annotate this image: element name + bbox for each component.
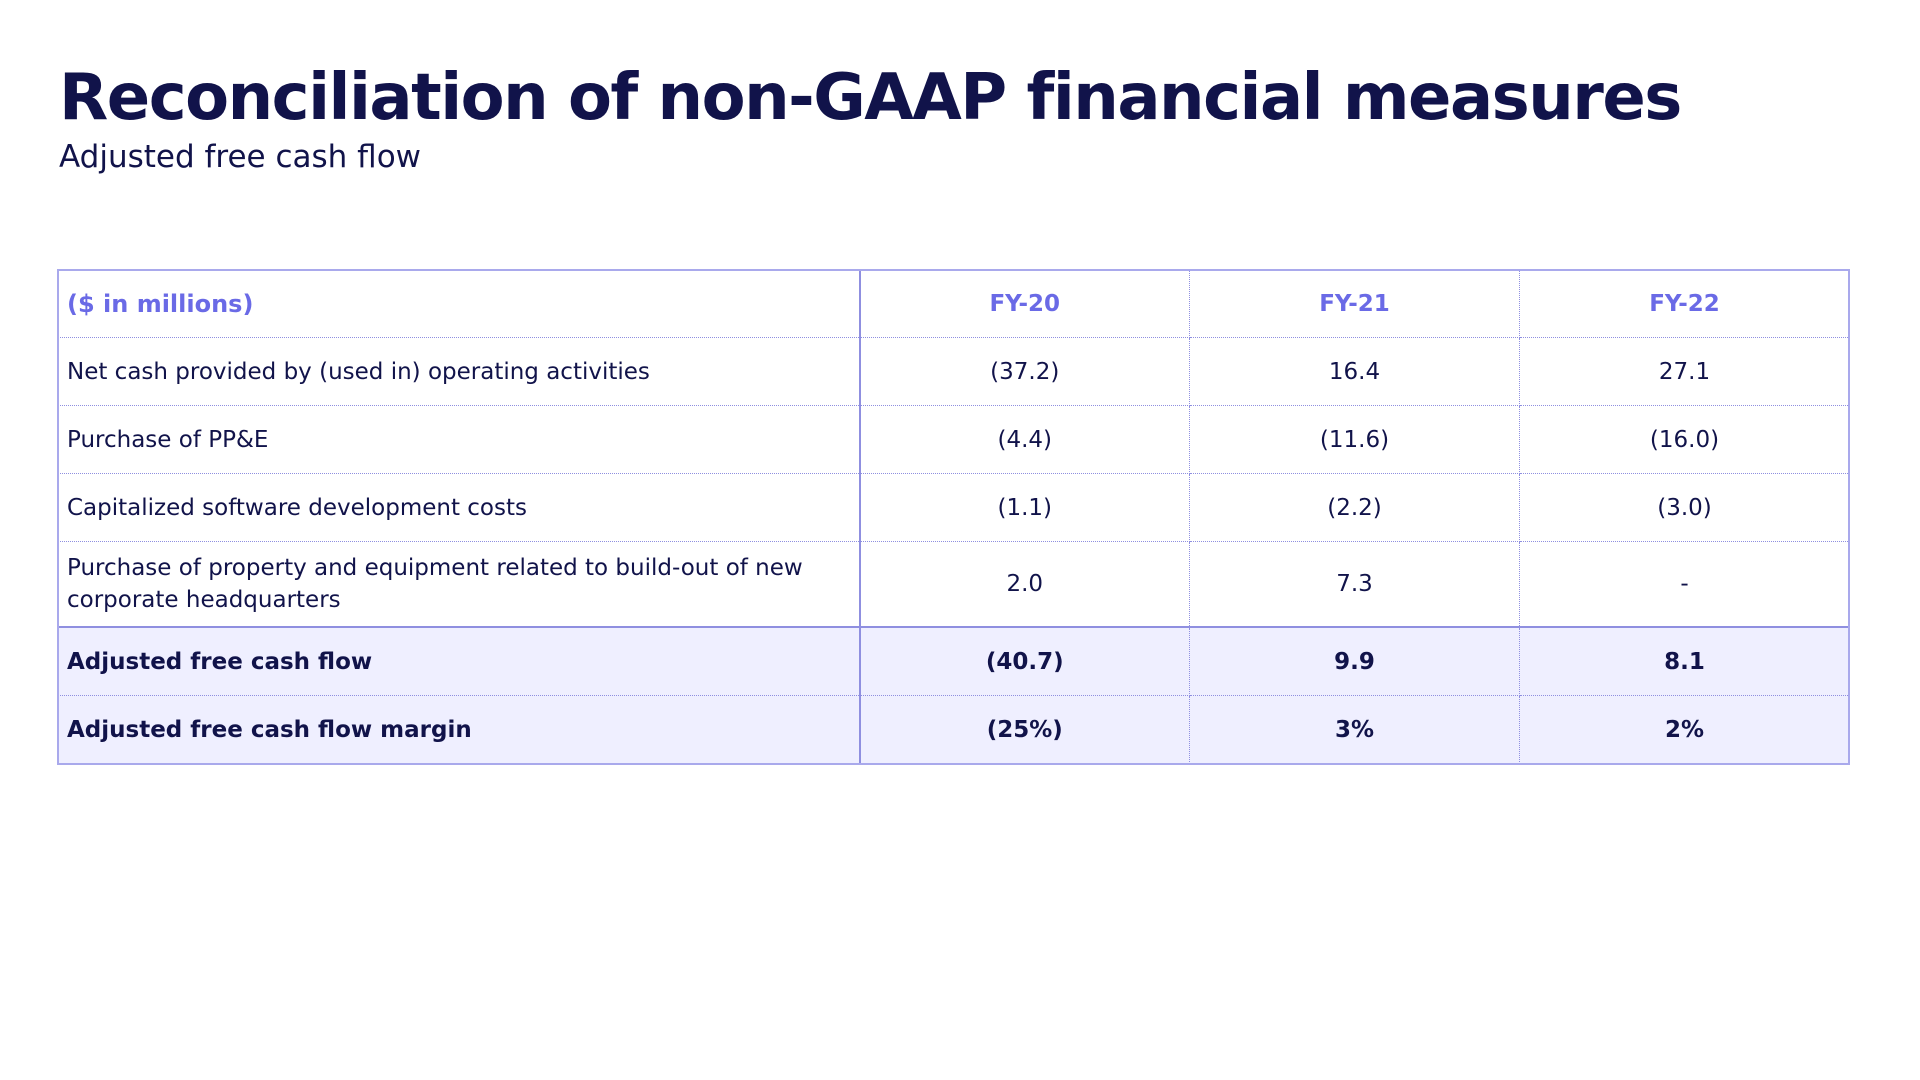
row-label: Purchase of PP&E [57, 405, 861, 474]
cell-value: (11.6) [1189, 405, 1520, 474]
column-header-fy22: FY-22 [1519, 269, 1850, 338]
cell-value: - [1519, 541, 1850, 628]
cell-value: 9.9 [1189, 626, 1520, 696]
cell-value: 3% [1189, 695, 1520, 764]
cell-value: (25%) [859, 695, 1190, 764]
cell-value: (40.7) [859, 626, 1190, 696]
cell-value: (1.1) [859, 473, 1190, 542]
cell-value: (4.4) [859, 405, 1190, 474]
row-label: Net cash provided by (used in) operating… [57, 337, 861, 406]
page-subtitle: Adjusted free cash flow [59, 139, 422, 175]
cell-value: (2.2) [1189, 473, 1520, 542]
row-label: Adjusted free cash flow margin [57, 695, 861, 764]
table-row: Purchase of property and equipment relat… [57, 541, 1850, 628]
total-row-adjusted-fcf: Adjusted free cash flow (40.7) 9.9 8.1 [57, 626, 1850, 696]
cell-value: (3.0) [1519, 473, 1850, 542]
total-row-adjusted-fcf-margin: Adjusted free cash flow margin (25%) 3% … [57, 695, 1850, 764]
page-title: Reconciliation of non-GAAP financial mea… [59, 61, 1682, 135]
table-header-row: ($ in millions) FY-20 FY-21 FY-22 [57, 269, 1850, 338]
row-label: Purchase of property and equipment relat… [57, 541, 861, 628]
column-header-fy20: FY-20 [859, 269, 1190, 338]
cell-value: 16.4 [1189, 337, 1520, 406]
reconciliation-table: ($ in millions) FY-20 FY-21 FY-22 Net ca… [57, 269, 1850, 764]
cell-value: 8.1 [1519, 626, 1850, 696]
unit-label-header: ($ in millions) [57, 269, 861, 338]
table-row: Capitalized software development costs (… [57, 473, 1850, 542]
row-label: Adjusted free cash flow [57, 626, 861, 696]
cell-value: (16.0) [1519, 405, 1850, 474]
table-row: Net cash provided by (used in) operating… [57, 337, 1850, 406]
table-row: Purchase of PP&E (4.4) (11.6) (16.0) [57, 405, 1850, 474]
cell-value: (37.2) [859, 337, 1190, 406]
cell-value: 7.3 [1189, 541, 1520, 628]
row-label: Capitalized software development costs [57, 473, 861, 542]
cell-value: 2% [1519, 695, 1850, 764]
cell-value: 27.1 [1519, 337, 1850, 406]
column-header-fy21: FY-21 [1189, 269, 1520, 338]
cell-value: 2.0 [859, 541, 1190, 628]
